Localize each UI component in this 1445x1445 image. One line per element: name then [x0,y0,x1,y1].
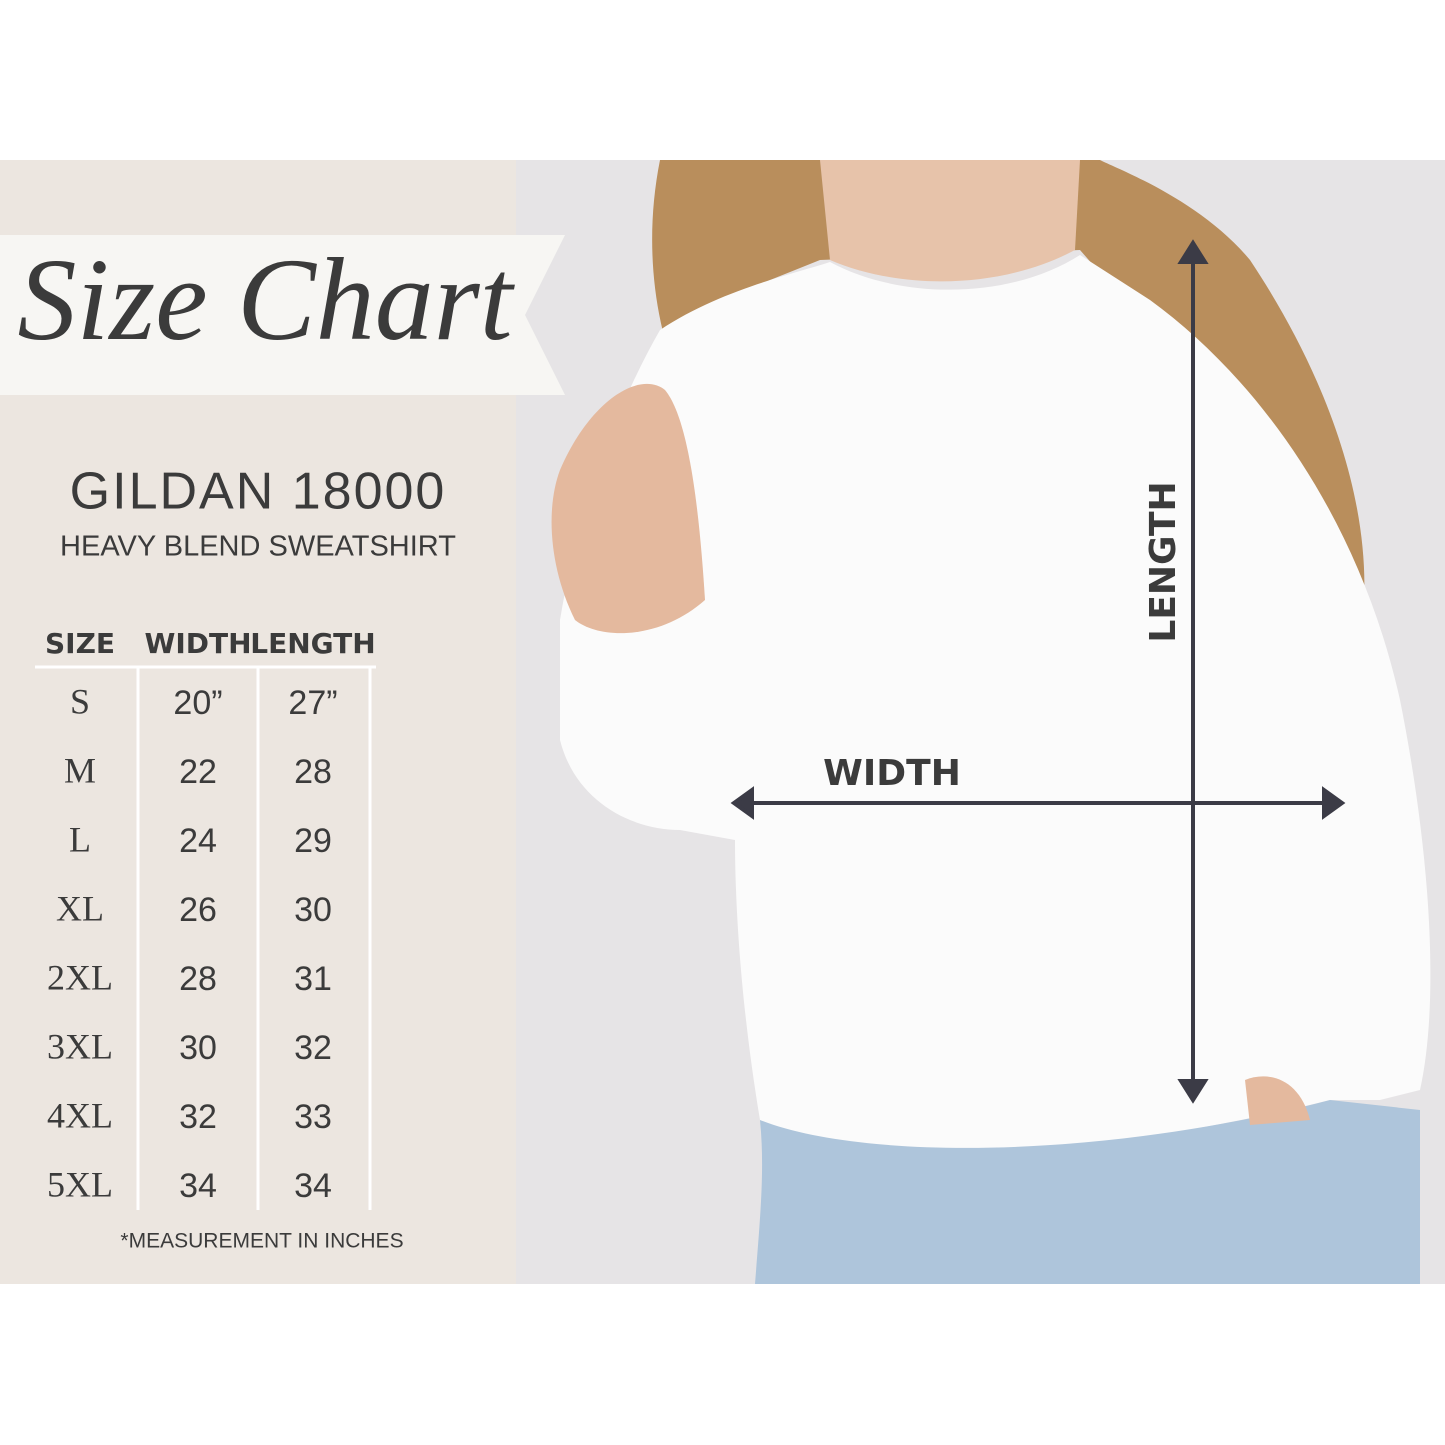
measure-cell: 32 [179,1098,217,1136]
arrow-head [730,786,754,820]
sweatshirt [560,255,1431,1160]
size-cell: 2XL [47,957,113,997]
measure-cell: 29 [294,822,332,860]
hand-pocket [1245,1076,1310,1125]
width-label: WIDTH [823,753,961,794]
arrow-head [1322,786,1346,820]
size-cell: XL [56,888,104,928]
product-name: GILDAN 18000 [70,463,447,521]
arrow-head [1177,239,1209,264]
measure-cell: 28 [179,960,217,998]
measure-cell: 26 [179,891,217,929]
length-label: LENGTH [1143,481,1184,642]
measure-cell: 32 [294,1029,332,1067]
measure-cell: 20” [173,684,222,722]
measure-cell: 31 [294,960,332,998]
measure-cell: 24 [179,822,217,860]
measure-arrows [730,239,1346,1104]
measure-cell: 30 [294,891,332,929]
measure-cell: 30 [179,1029,217,1067]
column-header: SIZE [45,627,115,660]
hair [652,160,1365,640]
column-header: LENGTH [250,627,375,660]
title-ribbon [0,235,565,395]
size-cell: L [69,819,91,859]
size-cell: 5XL [47,1164,113,1204]
neck [820,160,1080,282]
size-cell: 3XL [47,1026,113,1066]
title: Size Chart [18,234,516,365]
size-cell: 4XL [47,1095,113,1135]
size-cell: M [64,750,96,790]
size-cell: S [70,681,90,721]
measure-cell: 34 [294,1167,332,1205]
arrow-head [1177,1079,1209,1104]
column-header: WIDTH [144,627,251,660]
measure-cell: 33 [294,1098,332,1136]
measure-cell: 27” [288,684,337,722]
measure-cell: 34 [179,1167,217,1205]
footnote: *MEASUREMENT IN INCHES [120,1230,403,1253]
measure-cell: 28 [294,753,332,791]
jeans [755,1100,1420,1284]
product-description: HEAVY BLEND SWEATSHIRT [60,531,456,563]
measure-cell: 22 [179,753,217,791]
hand [551,383,705,634]
photo: WIDTH LENGTH [516,160,1445,1284]
